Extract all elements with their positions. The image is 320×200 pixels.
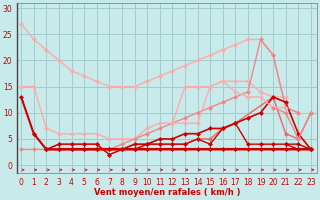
X-axis label: Vent moyen/en rafales ( km/h ): Vent moyen/en rafales ( km/h )	[94, 188, 241, 197]
